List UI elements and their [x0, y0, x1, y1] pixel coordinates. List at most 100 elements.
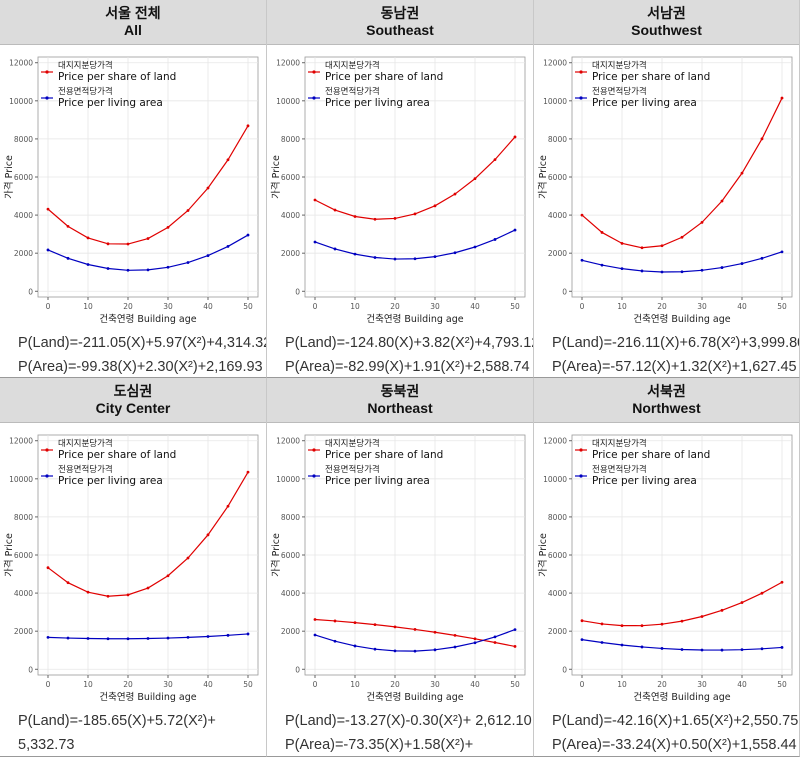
panel-header: 서북권 Northwest: [534, 378, 799, 423]
panel-subtitle: Northeast: [367, 400, 433, 416]
point: [740, 648, 744, 652]
legend-label: 전용면적당가격: [325, 464, 380, 475]
point: [146, 268, 150, 272]
equation: P(Land)=-42.16(X)+1.65(X²)+2,550.75: [552, 713, 799, 729]
x-tick-label: 30: [430, 302, 440, 311]
point: [453, 251, 457, 255]
y-tick-label: 10000: [276, 475, 300, 484]
x-tick-label: 20: [390, 302, 400, 311]
point: [66, 256, 70, 260]
y-tick-label: 8000: [548, 513, 567, 522]
point: [106, 267, 110, 270]
point: [186, 209, 190, 212]
point: [780, 250, 784, 254]
chart: 0 2000 4000 6000 8000 10000 12000 0 10 20 30 40 50 건축…: [270, 434, 526, 703]
y-axis-label: 가격 Price: [270, 533, 282, 577]
y-tick-label: 12000: [543, 59, 567, 68]
equations: P(Land)=-124.80(X)+3.82(X²)+4,793.12 P(Ar…: [267, 325, 533, 377]
point: [600, 263, 604, 267]
panel: 서북권 Northwest 0 2000 4000 6000 8000 10000 12000 0…: [534, 378, 800, 757]
point: [620, 643, 624, 647]
y-axis-label: 가격 Price: [270, 155, 282, 199]
panel-title: 동북권: [380, 383, 420, 399]
y-tick-label: 10000: [276, 97, 300, 106]
x-tick-label: 0: [580, 680, 585, 689]
point: [740, 262, 744, 265]
y-tick-label: 4000: [14, 589, 33, 598]
point: [413, 212, 417, 216]
equation: P(Land)=-216.11(X)+6.78(X²)+3,999.80: [552, 335, 800, 351]
x-tick-label: 30: [697, 680, 707, 689]
point: [226, 504, 230, 508]
chart: 0 2000 4000 6000 8000 10000 12000 0 10 20 30 40 50 건축…: [3, 434, 259, 703]
point: [493, 238, 497, 241]
legend-label-en: Price per living area: [592, 475, 697, 487]
point: [333, 247, 337, 251]
y-tick-label: 6000: [14, 173, 33, 182]
point: [720, 199, 724, 203]
point: [313, 618, 317, 621]
point: [333, 208, 337, 212]
y-tick-label: 2000: [281, 249, 300, 258]
x-axis-label: 건축연령 Building age: [366, 691, 463, 703]
y-tick-label: 8000: [281, 135, 300, 144]
point: [620, 267, 624, 271]
point: [413, 649, 417, 653]
point: [126, 242, 130, 246]
panel-subtitle: Northwest: [632, 400, 701, 416]
y-tick-label: 0: [295, 287, 300, 296]
point: [453, 645, 457, 649]
point: [106, 637, 110, 641]
point: [453, 192, 457, 196]
panel-subtitle: Southwest: [631, 22, 702, 38]
y-tick-label: 4000: [548, 589, 567, 598]
x-tick-label: 30: [163, 680, 173, 689]
point: [660, 270, 664, 274]
point: [146, 586, 150, 590]
panel-title: 서남권: [647, 5, 686, 21]
panel-header: 동북권 Northeast: [267, 378, 533, 423]
point: [393, 649, 397, 653]
x-axis-label: 건축연령 Building age: [99, 313, 196, 325]
y-axis-label: 가격 Price: [3, 155, 15, 199]
y-tick-label: 0: [295, 665, 300, 674]
panel-title: 동남권: [380, 5, 420, 21]
point: [513, 628, 517, 632]
point: [780, 580, 784, 584]
legend-dot: [45, 96, 49, 100]
point: [720, 648, 724, 652]
panel: 서남권 Southwest 0 2000 4000 6000 8000 10000 12000 0…: [534, 0, 800, 378]
equations: P(Land)=-211.05(X)+5.97(X²)+4,314.32 P(Ar…: [0, 325, 266, 377]
point: [353, 215, 357, 218]
x-tick-label: 50: [510, 680, 520, 689]
legend-label: 전용면적당가격: [592, 86, 647, 97]
point: [86, 263, 90, 266]
panel: 서울 전체 All 0 2000 4000 6000 8000 10000 12000 0 10 20…: [0, 0, 267, 378]
point: [740, 601, 744, 604]
point: [186, 635, 190, 639]
legend-label-en: Price per share of land: [58, 449, 176, 461]
x-tick-label: 40: [470, 680, 480, 689]
equations: P(Land)=-216.11(X)+6.78(X²)+3,999.80 P(Ar…: [534, 325, 800, 377]
point: [246, 632, 250, 636]
point: [353, 621, 357, 625]
x-tick-label: 20: [123, 680, 133, 689]
x-tick-label: 40: [737, 680, 747, 689]
y-tick-label: 12000: [9, 59, 33, 68]
point: [246, 124, 250, 128]
chart: 0 2000 4000 6000 8000 10000 12000 0 10 20 30 40 50 건축…: [537, 434, 793, 703]
panel: 동북권 Northeast 0 2000 4000 6000 8000 10000 12000 0…: [267, 378, 534, 757]
x-tick-label: 10: [83, 302, 93, 311]
point: [473, 637, 477, 641]
point: [166, 265, 170, 269]
y-axis-label: 가격 Price: [537, 533, 549, 577]
point: [313, 633, 317, 637]
legend-dot: [45, 70, 49, 74]
point: [620, 241, 624, 245]
legend-label-en: Price per living area: [325, 97, 430, 109]
point: [780, 646, 784, 649]
point: [700, 268, 704, 272]
point: [206, 186, 210, 190]
point: [580, 258, 584, 262]
